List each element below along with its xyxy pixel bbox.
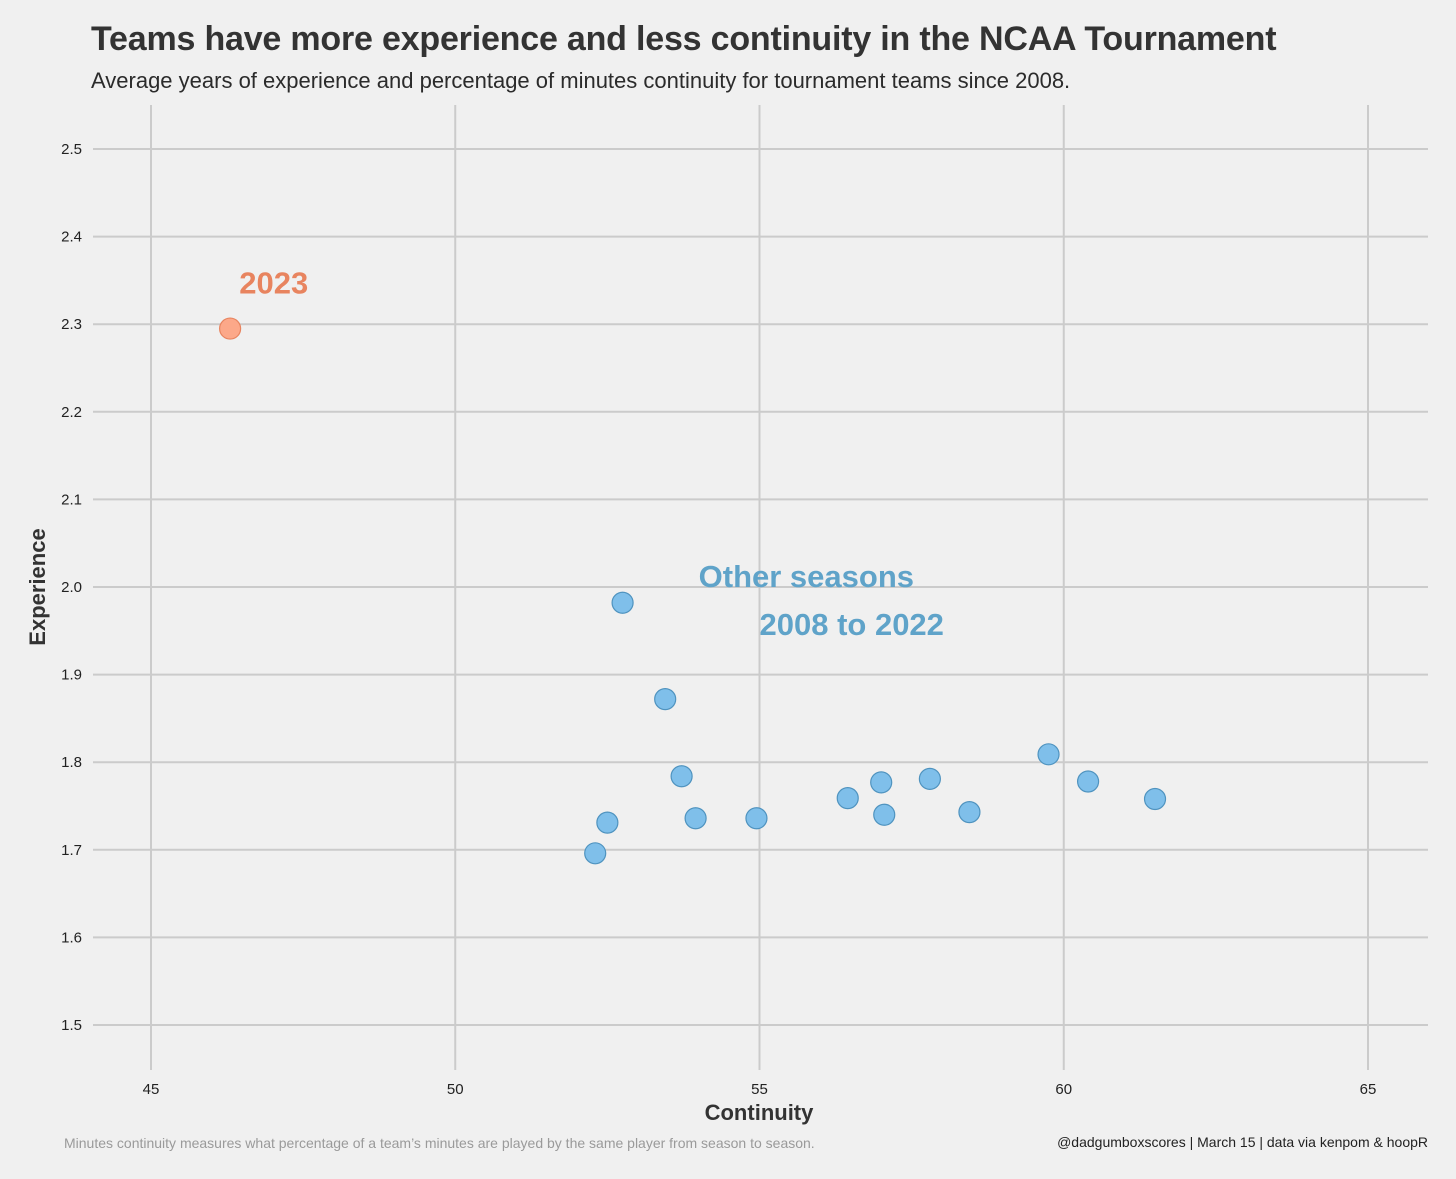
chart-subtitle: Average years of experience and percenta… xyxy=(91,68,1071,93)
y-tick-label: 2.5 xyxy=(61,141,82,158)
x-axis-title: Continuity xyxy=(705,1100,815,1125)
data-point xyxy=(611,591,634,614)
data-point xyxy=(1076,770,1100,793)
x-tick-label: 65 xyxy=(1360,1081,1377,1098)
y-tick-label: 1.6 xyxy=(61,929,82,946)
y-tick-label: 1.8 xyxy=(61,754,82,771)
x-tick-label: 55 xyxy=(751,1081,768,1098)
y-tick-labels: 1.5 1.6 1.7 1.8 1.9 2.0 2.1 2.2 2.3 2.4 2.5 xyxy=(61,141,82,1034)
annotation-label: Other seasons xyxy=(699,559,914,594)
y-tick-label: 1.9 xyxy=(61,667,82,684)
y-tick-label: 2.2 xyxy=(61,404,82,421)
data-point xyxy=(873,803,896,826)
annotation-label: 2023 xyxy=(239,266,308,301)
x-tick-labels: 45 50 55 60 65 xyxy=(143,1081,1377,1098)
y-tick-label: 2.0 xyxy=(61,579,82,596)
source-credit: @dadgumboxscores | March 15 | data via k… xyxy=(1057,1134,1428,1150)
data-point xyxy=(1037,743,1060,766)
y-tick-label: 1.5 xyxy=(61,1017,82,1034)
data-point xyxy=(684,807,707,830)
x-tick-label: 60 xyxy=(1055,1081,1072,1098)
data-point xyxy=(584,842,607,865)
data-point xyxy=(745,807,768,830)
data-point xyxy=(836,787,859,810)
data-point xyxy=(870,771,893,794)
chart-title: Teams have more experience and less cont… xyxy=(91,20,1277,58)
annotation-label: 2008 to 2022 xyxy=(760,607,944,642)
y-tick-label: 2.4 xyxy=(61,229,82,246)
y-tick-label: 2.3 xyxy=(61,316,82,333)
y-tick-label: 1.7 xyxy=(61,842,82,859)
data-point xyxy=(1143,787,1167,811)
data-point xyxy=(596,811,619,834)
horizontal-gridlines xyxy=(93,148,1428,1026)
x-tick-label: 45 xyxy=(143,1081,160,1098)
annotations: 2023 Other seasons 2008 to 2022 xyxy=(239,266,944,643)
x-tick-label: 50 xyxy=(447,1081,464,1098)
data-point xyxy=(918,767,941,790)
data-point xyxy=(654,688,677,711)
data-point xyxy=(219,317,242,340)
y-axis-title: Experience xyxy=(25,528,50,645)
footnote-caption: Minutes continuity measures what percent… xyxy=(64,1135,815,1151)
y-tick-label: 2.1 xyxy=(61,491,82,508)
data-points xyxy=(219,317,1167,865)
data-point xyxy=(958,801,981,824)
data-point xyxy=(670,765,693,788)
